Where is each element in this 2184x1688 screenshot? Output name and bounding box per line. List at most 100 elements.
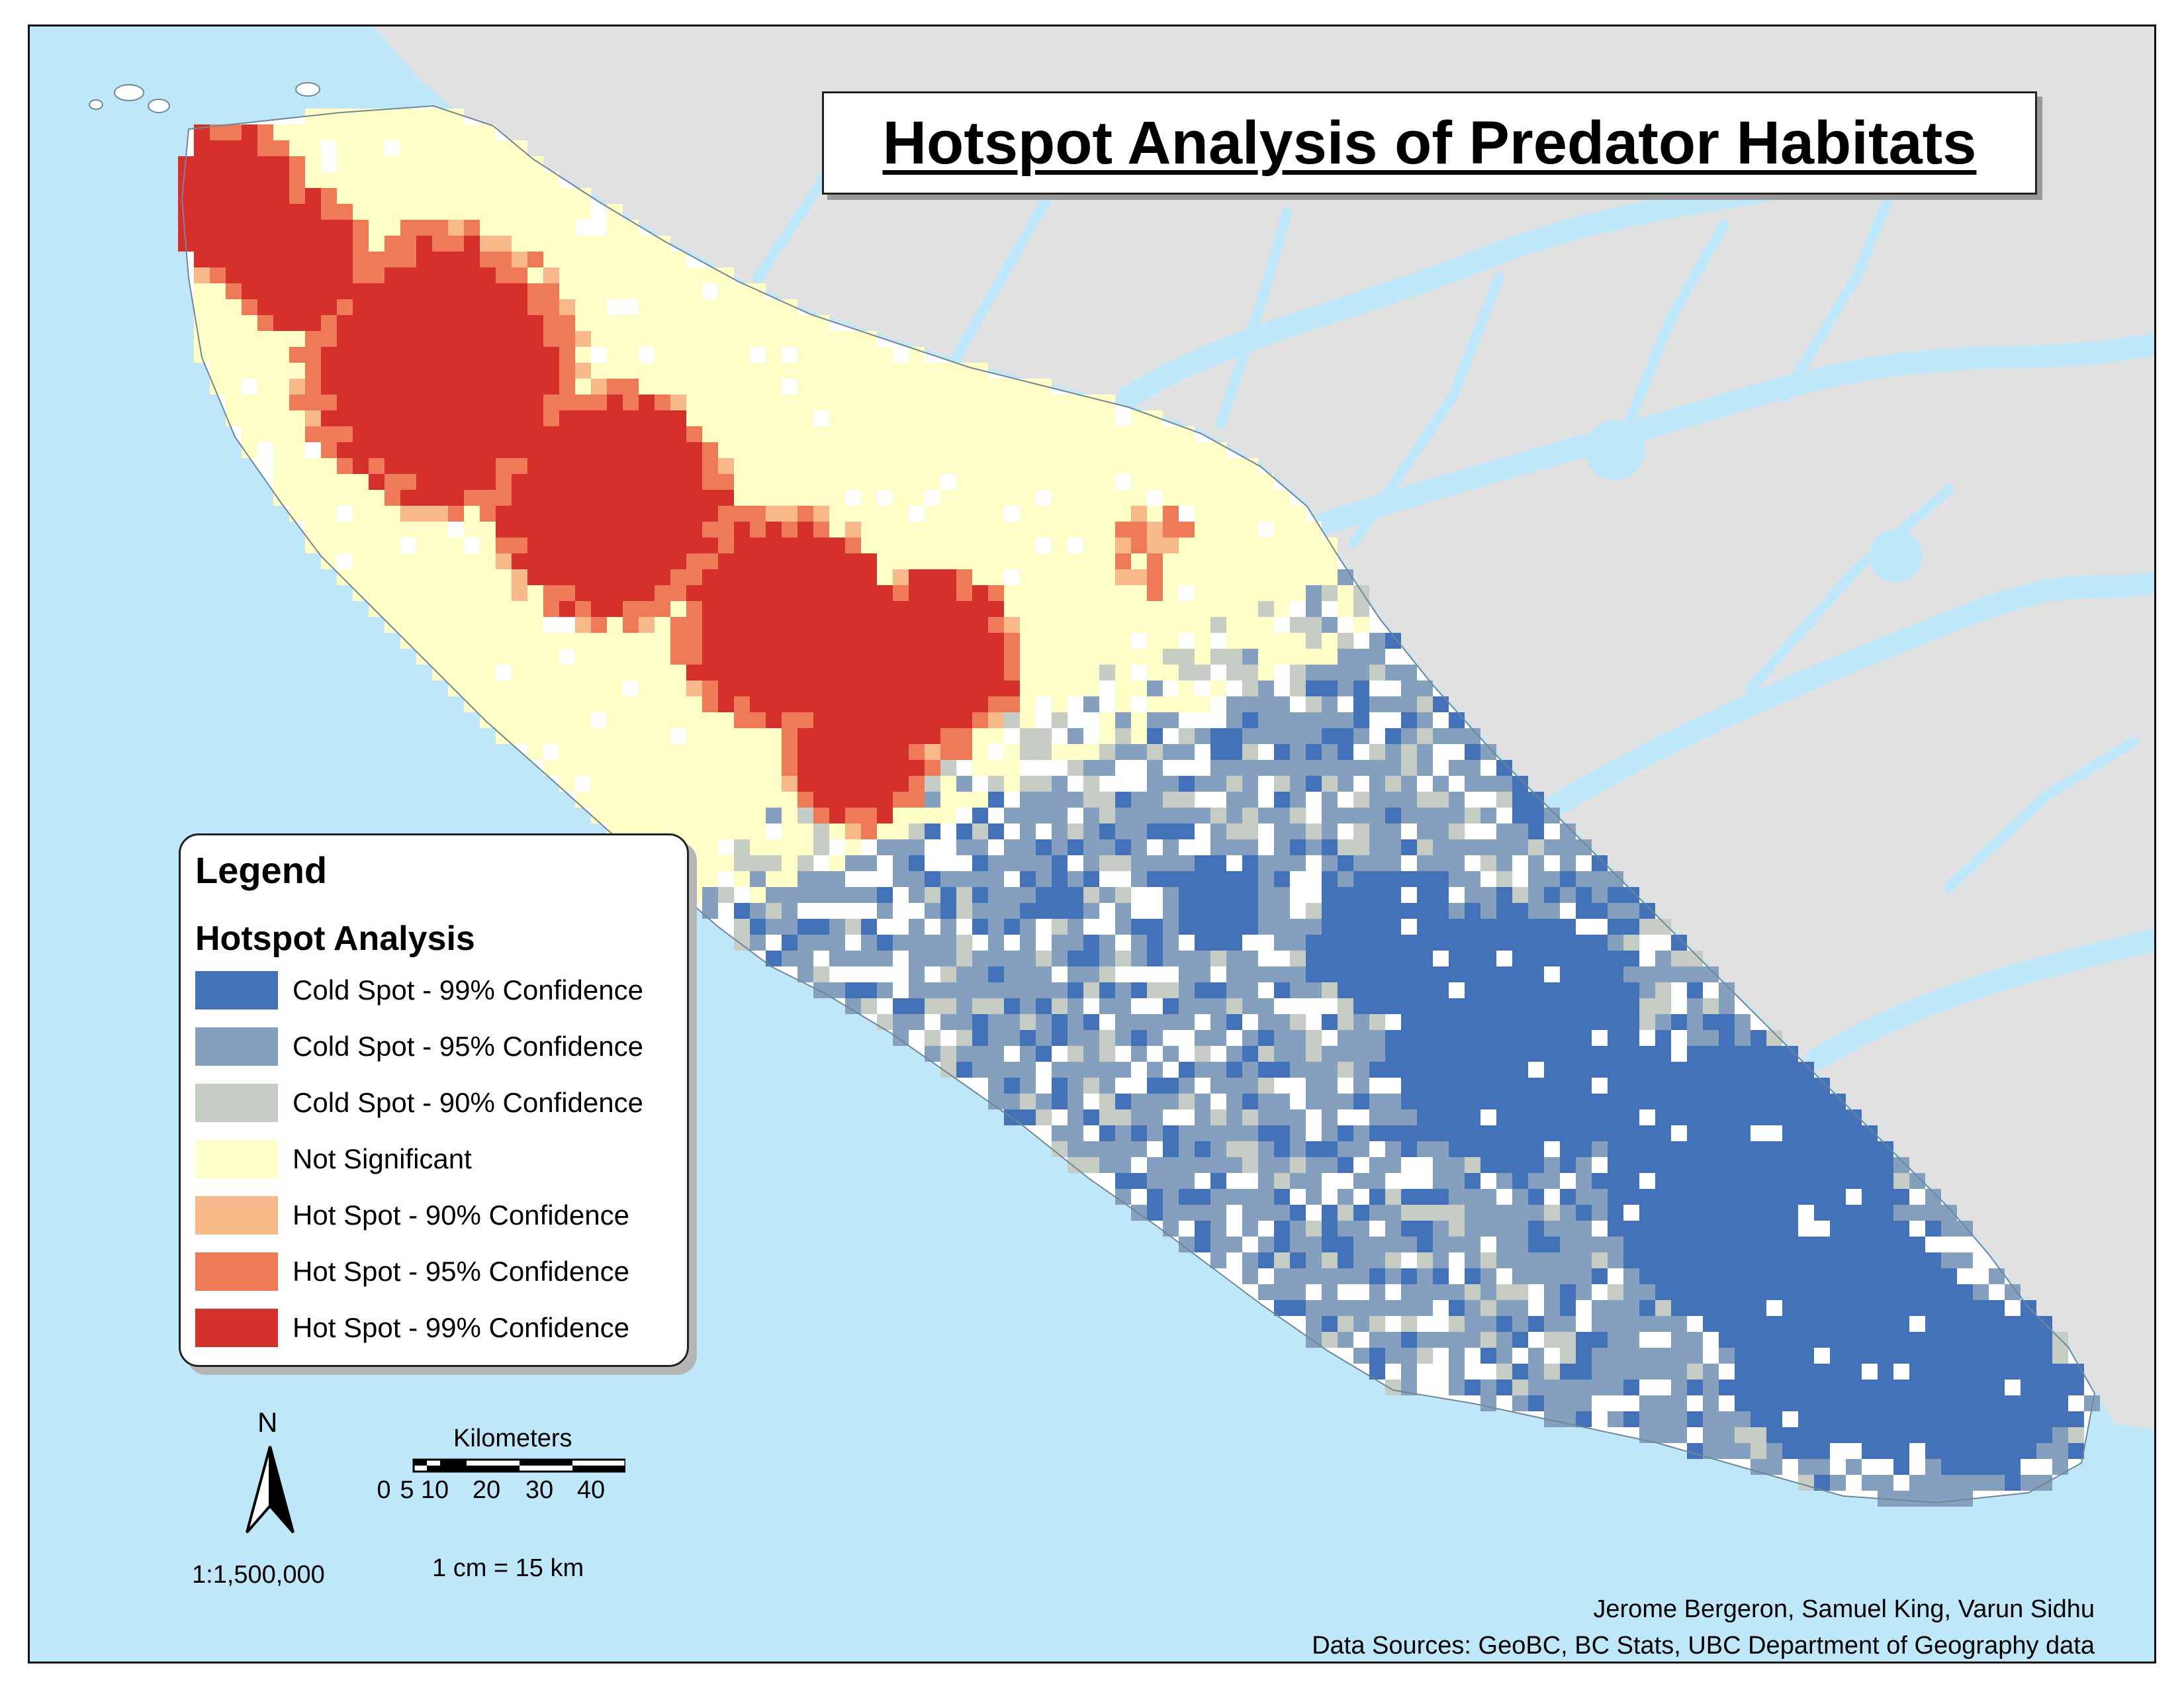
grid-cell	[1465, 982, 1480, 998]
grid-cell	[496, 220, 512, 236]
grid-cell	[1433, 887, 1449, 903]
map-canvas[interactable]	[30, 26, 2154, 1662]
grid-cell	[1147, 935, 1163, 951]
grid-cell	[1449, 966, 1465, 982]
grid-cell	[1385, 760, 1401, 776]
grid-cell	[877, 585, 893, 601]
grid-cell	[305, 347, 321, 363]
grid-cell	[559, 188, 575, 204]
grid-cell	[1036, 617, 1052, 633]
grid-cell	[1528, 1348, 1544, 1364]
grid-cell	[1512, 823, 1528, 839]
grid-cell	[956, 871, 972, 887]
grid-cell	[575, 601, 591, 617]
grid-cell	[1210, 680, 1226, 696]
grid-cell	[1639, 1316, 1655, 1332]
grid-cell	[464, 267, 480, 283]
grid-cell	[909, 728, 925, 744]
grid-cell	[1338, 1316, 1353, 1332]
grid-cell	[972, 395, 988, 410]
grid-cell	[1719, 1078, 1735, 1094]
grid-cell	[512, 379, 527, 395]
grid-cell	[1131, 522, 1147, 538]
grid-cell	[829, 569, 845, 585]
grid-cell	[925, 776, 940, 792]
grid-cell	[972, 680, 988, 696]
grid-cell	[1608, 935, 1623, 951]
grid-cell	[655, 363, 670, 379]
grid-cell	[1544, 998, 1560, 1014]
grid-cell	[1639, 1237, 1655, 1252]
grid-cell	[1179, 919, 1195, 935]
grid-cell	[718, 442, 734, 458]
grid-cell	[1576, 1395, 1592, 1411]
grid-cell	[1893, 1411, 1909, 1427]
grid-cell	[1290, 823, 1306, 839]
grid-cell	[1353, 1348, 1369, 1364]
grid-cell	[1703, 1427, 1719, 1443]
grid-cell	[909, 823, 925, 839]
grid-cell	[1465, 1332, 1480, 1348]
grid-cell	[1639, 1205, 1655, 1221]
grid-cell	[1226, 458, 1242, 474]
grid-cell	[1179, 649, 1195, 665]
grid-cell	[1528, 935, 1544, 951]
grid-cell	[1401, 808, 1417, 823]
grid-cell	[670, 426, 686, 442]
grid-cell	[1195, 585, 1210, 601]
grid-cell	[1083, 808, 1099, 823]
grid-cell	[813, 808, 829, 823]
grid-cell	[416, 395, 432, 410]
grid-cell	[512, 633, 527, 649]
grid-cell	[1973, 1284, 1989, 1300]
grid-cell	[369, 490, 385, 506]
grid-cell	[1655, 1205, 1671, 1221]
grid-cell	[1068, 951, 1083, 966]
grid-cell	[813, 649, 829, 665]
grid-cell	[1941, 1443, 1957, 1459]
grid-cell	[702, 823, 718, 839]
grid-cell	[1925, 1411, 1941, 1427]
grid-cell	[1147, 951, 1163, 966]
grid-cell	[972, 712, 988, 728]
grid-cell	[639, 379, 655, 395]
grid-cell	[305, 299, 321, 315]
grid-cell	[1242, 839, 1258, 855]
grid-cell	[813, 982, 829, 998]
grid-cell	[1322, 1300, 1338, 1316]
grid-cell	[1592, 1268, 1608, 1284]
grid-cell	[1576, 1348, 1592, 1364]
grid-cell	[1449, 1316, 1465, 1332]
grid-cell	[829, 522, 845, 538]
grid-cell	[1608, 1237, 1623, 1252]
grid-cell	[623, 236, 639, 252]
grid-cell	[877, 776, 893, 792]
grid-cell	[432, 379, 448, 395]
grid-cell	[972, 903, 988, 919]
grid-cell	[1751, 1078, 1766, 1094]
grid-cell	[797, 458, 813, 474]
grid-cell	[1099, 585, 1115, 601]
grid-cell	[1179, 538, 1195, 553]
grid-cell	[1210, 490, 1226, 506]
grid-cell	[972, 839, 988, 855]
grid-cell	[1798, 1475, 1814, 1491]
grid-cell	[925, 553, 940, 569]
grid-cell	[639, 760, 655, 776]
grid-cell	[1576, 1221, 1592, 1237]
grid-cell	[512, 236, 527, 252]
grid-cell	[925, 379, 940, 395]
grid-cell	[1083, 1109, 1099, 1125]
legend-swatch	[195, 1084, 278, 1122]
grid-cell	[1528, 1395, 1544, 1411]
grid-cell	[559, 712, 575, 728]
grid-cell	[480, 553, 496, 569]
grid-cell	[1544, 1014, 1560, 1030]
grid-cell	[1385, 776, 1401, 792]
grid-cell	[1290, 1109, 1306, 1125]
grid-cell	[1068, 1046, 1083, 1062]
grid-cell	[797, 490, 813, 506]
grid-cell	[1004, 538, 1020, 553]
grid-cell	[273, 426, 289, 442]
grid-cell	[1401, 871, 1417, 887]
